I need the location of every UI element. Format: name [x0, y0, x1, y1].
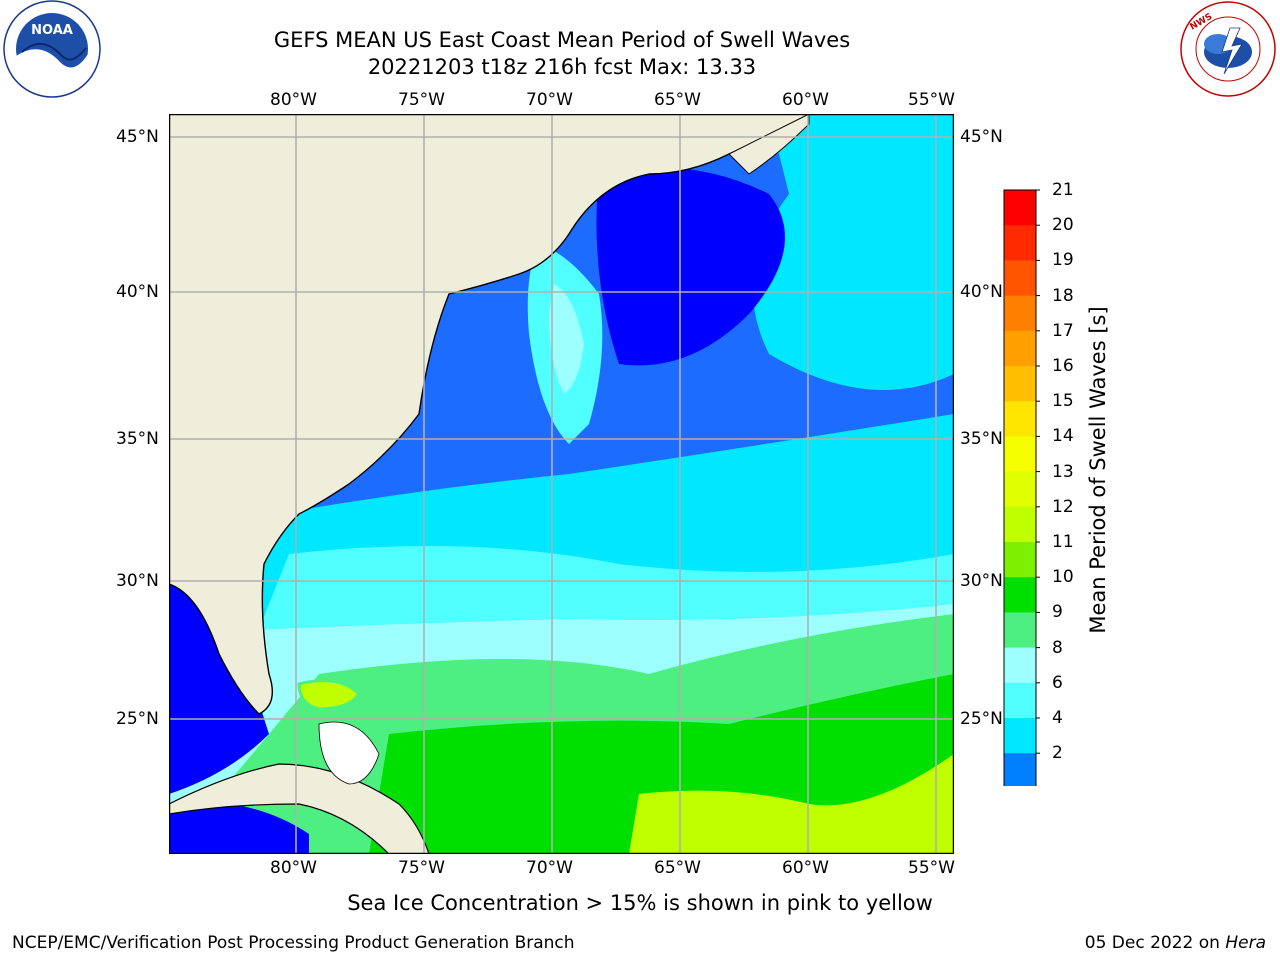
colorbar-segment [1004, 682, 1036, 719]
colorbar-tick-label: 20 [1052, 215, 1074, 236]
lat-label-right-25n: 25°N [960, 709, 1003, 729]
colorbar-tick-label: 13 [1052, 461, 1074, 482]
lon-label-bottom-65w: 65°W [654, 858, 701, 878]
lon-label-bottom-55w: 55°W [908, 858, 955, 878]
bahamas-shallow [318, 721, 380, 785]
colorbar-tick-label: 4 [1052, 708, 1063, 728]
colorbar-tick-label: 9 [1052, 602, 1063, 623]
colorbar-segment [1004, 542, 1036, 578]
colorbar-segment [1004, 577, 1036, 613]
footer-credit: NCEP/EMC/Verification Post Processing Pr… [12, 933, 575, 953]
lat-label-left-45n: 45°N [116, 127, 159, 147]
bahamas-green [297, 679, 361, 711]
land-nova-scotia [728, 114, 810, 175]
lon-label-top-55w: 55°W [908, 90, 955, 110]
colorbar-segment [1004, 190, 1036, 226]
colorbar-title: Mean Period of Swell Waves [s] [1086, 306, 1110, 634]
lat-label-right-45n: 45°N [960, 127, 1003, 147]
footer-date-text: 05 Dec 2022 on [1084, 933, 1226, 953]
nws-logo: NWS [1180, 1, 1276, 97]
lon-label-top-75w: 75°W [398, 90, 445, 110]
footer-host: Hera [1225, 933, 1266, 953]
lat-label-right-35n: 35°N [960, 429, 1003, 449]
lon-label-bottom-80w: 80°W [270, 858, 317, 878]
lon-label-top-70w: 70°W [526, 90, 573, 110]
colorbar-segment [1004, 295, 1036, 332]
colorbar-segment [1004, 612, 1036, 649]
lon-label-top-65w: 65°W [654, 90, 701, 110]
lat-label-right-30n: 30°N [960, 571, 1003, 591]
lon-label-bottom-75w: 75°W [398, 858, 445, 878]
lat-label-left-40n: 40°N [116, 282, 159, 302]
lon-label-bottom-70w: 70°W [526, 858, 573, 878]
colorbar-tick-label: 10 [1052, 567, 1074, 588]
colorbar-segment [1004, 260, 1036, 297]
lon-label-top-60w: 60°W [782, 90, 829, 110]
colorbar-tick-label: 17 [1052, 320, 1074, 341]
colorbar-segment [1004, 225, 1036, 261]
land-north-america [169, 114, 811, 715]
field-deep-blue-gulf [169, 584, 269, 794]
field-yellow-green [629, 754, 954, 854]
colorbar-segment [1004, 753, 1036, 786]
chart-subtitle: 20221203 t18z 216h fcst Max: 13.33 [367, 55, 757, 79]
colorbar [1003, 189, 1040, 786]
colorbar-tick-label: 18 [1052, 285, 1074, 306]
colorbar-tick-label: 16 [1052, 356, 1074, 376]
colorbar-segment [1004, 506, 1036, 543]
noaa-logo: NOAA [3, 0, 101, 98]
field-deep-blue-south [169, 802, 309, 854]
lon-label-bottom-60w: 60°W [782, 858, 829, 878]
colorbar-tick-label: 19 [1052, 250, 1074, 271]
footer-date: 05 Dec 2022 on Hera [1085, 933, 1266, 953]
lat-label-left-35n: 35°N [116, 429, 159, 449]
colorbar-tick-label: 11 [1052, 532, 1074, 552]
lon-label-top-80w: 80°W [270, 90, 317, 110]
colorbar-segment [1004, 647, 1036, 684]
colorbar-tick-label: 21 [1052, 180, 1074, 200]
sea-ice-note: Sea Ice Concentration > 15% is shown in … [347, 891, 933, 915]
land-cuba [169, 763, 430, 854]
colorbar-tick-label: 15 [1052, 391, 1074, 412]
colorbar-tick-label: 12 [1052, 496, 1074, 517]
colorbar-segment [1004, 471, 1036, 508]
colorbar-tick-label: 6 [1052, 672, 1063, 693]
field-plume-core [549, 284, 584, 394]
lat-label-left-25n: 25°N [116, 709, 159, 729]
colorbar-segment [1004, 401, 1036, 437]
chart-title: GEFS MEAN US East Coast Mean Period of S… [273, 28, 851, 52]
field-deep-blue-north [596, 167, 785, 366]
graticule [169, 114, 954, 854]
lat-label-right-40n: 40°N [960, 282, 1003, 302]
colorbar-tick-label: 8 [1052, 637, 1063, 658]
colorbar-tick-label: 14 [1052, 426, 1074, 447]
colorbar-segment [1004, 718, 1036, 754]
noaa-logo-text: NOAA [31, 23, 73, 38]
lat-label-left-30n: 30°N [116, 571, 159, 591]
field-cyan-north [753, 114, 954, 390]
colorbar-segment [1004, 330, 1036, 367]
map-frame [169, 114, 954, 854]
colorbar-segment [1004, 436, 1036, 473]
colorbar-segment [1004, 366, 1036, 402]
colorbar-tick-label: 2 [1052, 743, 1063, 764]
